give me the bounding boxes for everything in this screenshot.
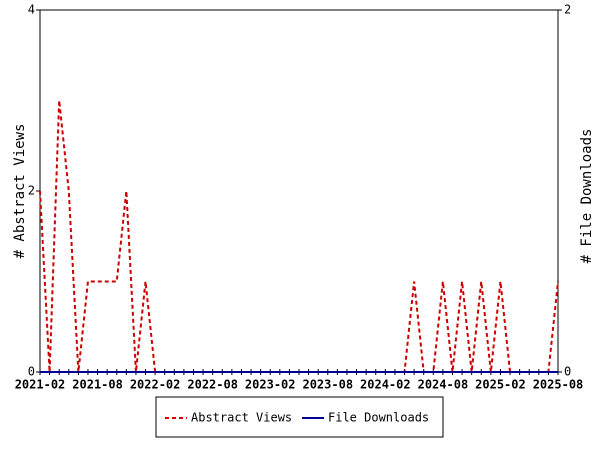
x-tick-label: 2025-02: [475, 378, 526, 392]
x-tick-label: 2021-08: [72, 378, 123, 392]
y2-tick-label: 0: [564, 365, 571, 379]
y2-axis-title: # File Downloads: [579, 129, 595, 264]
y-tick-label: 2: [28, 184, 35, 198]
legend-label: Abstract Views: [191, 411, 292, 425]
y-tick-label: 0: [28, 365, 35, 379]
x-tick-label: 2024-08: [418, 378, 469, 392]
x-tick-label: 2021-02: [15, 378, 66, 392]
x-tick-label: 2022-08: [187, 378, 238, 392]
y-tick-label: 4: [28, 3, 35, 17]
y2-tick-label: 2: [564, 3, 571, 17]
x-tick-label: 2024-02: [360, 378, 411, 392]
legend-box: [155, 396, 444, 438]
x-tick-label: 2022-02: [130, 378, 181, 392]
x-tick-label: 2025-08: [533, 378, 584, 392]
series-line: [39, 100, 559, 373]
legend-label: File Downloads: [328, 411, 429, 425]
x-tick-label: 2023-08: [302, 378, 353, 392]
y-axis-title: # Abstract Views: [12, 124, 28, 259]
x-tick-label: 2023-02: [245, 378, 296, 392]
plot-frame: [39, 9, 559, 373]
